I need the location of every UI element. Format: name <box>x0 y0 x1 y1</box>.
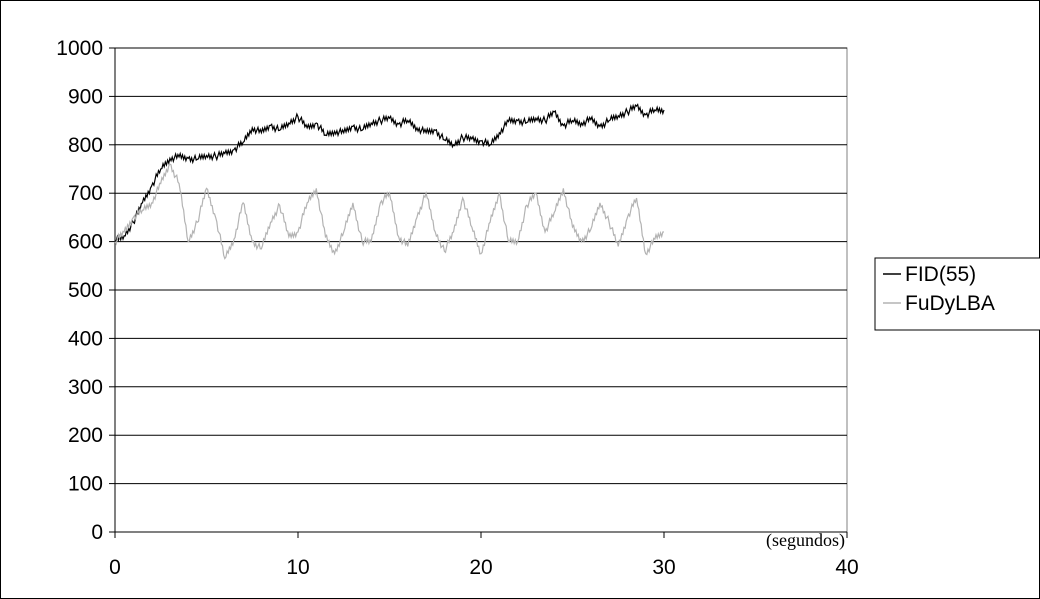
legend-label: FuDyLBA <box>905 292 995 315</box>
y-tick-label: 300 <box>68 376 103 399</box>
x-tick-label: 10 <box>286 556 309 579</box>
series-lines <box>114 103 665 260</box>
y-tick-label: 100 <box>68 473 103 496</box>
y-tick-label: 900 <box>68 85 103 108</box>
series-line-1 <box>114 103 665 243</box>
y-tick-label: 500 <box>68 279 103 302</box>
y-tick-label: 0 <box>91 521 103 544</box>
legend-box <box>874 257 1040 331</box>
y-tick-label: 700 <box>68 182 103 205</box>
x-tick-label: 40 <box>835 556 858 579</box>
y-tick-label: 600 <box>68 231 103 254</box>
series-line-2 <box>114 163 665 260</box>
x-tick-label: 30 <box>652 556 675 579</box>
axes: 0 100 200 300 400 500 600 700 800 900 1000 0 10 20 30 4… <box>56 37 858 579</box>
legend-label: FID(55) <box>905 263 976 286</box>
x-tick-label: 0 <box>109 556 121 579</box>
y-tick-label: 800 <box>68 134 103 157</box>
x-axis-label: (segundos) <box>766 530 845 551</box>
y-tick-label: 1000 <box>56 37 103 60</box>
legend: FID(55) FuDyLBA <box>874 257 1040 331</box>
y-tick-label: 200 <box>68 424 103 447</box>
y-tick-label: 400 <box>68 327 103 350</box>
x-tick-label: 20 <box>469 556 492 579</box>
